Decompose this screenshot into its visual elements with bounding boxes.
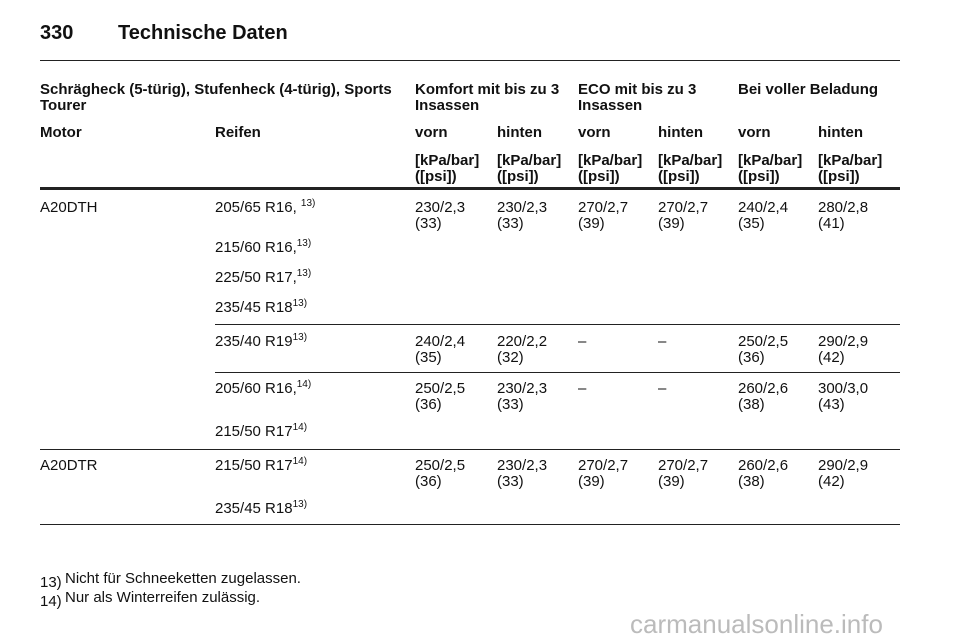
footnote-text: Nicht für Schneeketten zugelassen. (65, 570, 301, 587)
pressure: – (578, 333, 587, 350)
group-header: Schrägheck (5-türig), Stufenheck (4-türi… (40, 81, 392, 114)
unit-header: [kPa/bar] ([psi]) (578, 152, 643, 185)
tire-size: 215/50 R17 (215, 457, 293, 474)
pressure: 240/2,4 (35) (738, 199, 789, 232)
pressure: 240/2,4 (35) (415, 333, 466, 366)
pressure: – (578, 380, 587, 397)
pressure: – (658, 380, 667, 397)
rule (40, 524, 900, 525)
column-header: Motor (40, 124, 82, 141)
pressure: 250/2,5 (36) (415, 457, 466, 490)
footnote-marker: 14) (40, 593, 62, 610)
column-header: hinten (497, 124, 542, 141)
tire: 215/60 R16,13) (215, 238, 312, 256)
column-header: Reifen (215, 124, 261, 141)
tire: 215/50 R1714) (215, 456, 308, 474)
unit-header: [kPa/bar] ([psi]) (415, 152, 480, 185)
pressure: 270/2,7 (39) (658, 457, 709, 490)
page-title: Technische Daten (118, 22, 288, 44)
column-header: hinten (818, 124, 863, 141)
rule (40, 60, 900, 61)
rule (215, 372, 900, 373)
footnote-ref: 13) (300, 198, 316, 209)
pressure: 270/2,7 (39) (658, 199, 709, 232)
group-header: ECO mit bis zu 3 Insassen (578, 81, 697, 114)
pressure: 300/3,0 (43) (818, 380, 869, 413)
unit-header: [kPa/bar] ([psi]) (818, 152, 883, 185)
pressure: – (658, 333, 667, 350)
footnote-ref: 14) (296, 379, 312, 390)
pressure: 260/2,6 (38) (738, 457, 789, 490)
pressure: 270/2,7 (39) (578, 457, 629, 490)
pressure: 220/2,2 (32) (497, 333, 548, 366)
tire: 235/40 R1913) (215, 332, 308, 350)
tire: 235/45 R1813) (215, 499, 308, 517)
pressure: 230/2,3 (33) (497, 199, 548, 232)
footnote-marker: 13) (40, 574, 62, 591)
tire-size: 225/50 R17, (215, 269, 297, 286)
column-header: vorn (738, 124, 771, 141)
tire: 205/60 R16,14) (215, 379, 312, 397)
pressure: 280/2,8 (41) (818, 199, 869, 232)
tire-size: 235/45 R18 (215, 299, 293, 316)
footnote-ref: 13) (296, 238, 312, 249)
footnote-text: Nur als Winterreifen zulässig. (65, 589, 261, 606)
rule (40, 449, 900, 450)
unit-header: [kPa/bar] ([psi]) (497, 152, 562, 185)
page-number: 330 (40, 22, 74, 44)
unit-header: [kPa/bar] ([psi]) (738, 152, 803, 185)
tire-size: 205/65 R16, (215, 199, 301, 216)
tire-size: 215/60 R16, (215, 239, 297, 256)
footnote-ref: 14) (292, 456, 308, 467)
pressure: 230/2,3 (33) (497, 457, 548, 490)
tire: 235/45 R1813) (215, 298, 308, 316)
footnote-ref: 13) (296, 268, 312, 279)
pressure: 290/2,9 (42) (818, 333, 869, 366)
group-header: Bei voller Beladung (738, 81, 879, 98)
column-header: vorn (578, 124, 611, 141)
tire: 225/50 R17,13) (215, 268, 312, 286)
unit-header: [kPa/bar] ([psi]) (658, 152, 723, 185)
pressure: 230/2,3 (33) (415, 199, 466, 232)
footnote-ref: 14) (292, 422, 308, 433)
group-header: Komfort mit bis zu 3 Insassen (415, 81, 560, 114)
engine: A20DTH (40, 199, 98, 216)
footnote-ref: 13) (292, 298, 308, 309)
tire: 215/50 R1714) (215, 422, 308, 440)
column-header: hinten (658, 124, 703, 141)
tire-size: 235/45 R18 (215, 500, 293, 517)
footnote-ref: 13) (292, 499, 308, 510)
pressure: 260/2,6 (38) (738, 380, 789, 413)
pressure: 250/2,5 (36) (415, 380, 466, 413)
tire: 205/65 R16, 13) (215, 198, 316, 216)
engine: A20DTR (40, 457, 98, 474)
column-header: vorn (415, 124, 448, 141)
rule (215, 324, 900, 325)
pressure: 290/2,9 (42) (818, 457, 869, 490)
pressure: 230/2,3 (33) (497, 380, 548, 413)
tire-size: 205/60 R16, (215, 380, 297, 397)
pressure: 250/2,5 (36) (738, 333, 789, 366)
watermark: carmanualsonline.info (630, 609, 883, 639)
tire-size: 235/40 R19 (215, 333, 293, 350)
rule (40, 187, 900, 190)
footnote-ref: 13) (292, 332, 308, 343)
tire-size: 215/50 R17 (215, 423, 293, 440)
pressure: 270/2,7 (39) (578, 199, 629, 232)
